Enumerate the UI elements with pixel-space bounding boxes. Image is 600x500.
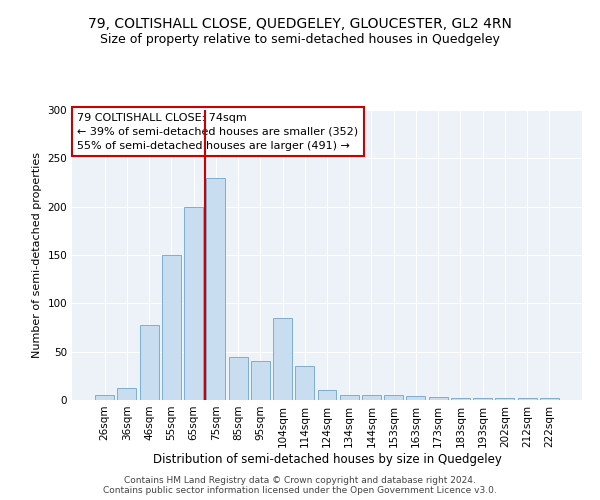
- Bar: [429, 397, 448, 400]
- Bar: [95, 395, 114, 400]
- Bar: [540, 398, 559, 400]
- Bar: [273, 318, 292, 400]
- X-axis label: Distribution of semi-detached houses by size in Quedgeley: Distribution of semi-detached houses by …: [152, 452, 502, 466]
- Bar: [362, 395, 381, 400]
- Bar: [518, 398, 536, 400]
- Bar: [340, 395, 359, 400]
- Bar: [206, 178, 225, 400]
- Bar: [162, 255, 181, 400]
- Bar: [295, 366, 314, 400]
- Bar: [317, 390, 337, 400]
- Bar: [184, 206, 203, 400]
- Bar: [496, 398, 514, 400]
- Bar: [384, 395, 403, 400]
- Bar: [229, 356, 248, 400]
- Bar: [451, 398, 470, 400]
- Bar: [473, 398, 492, 400]
- Text: Contains HM Land Registry data © Crown copyright and database right 2024.: Contains HM Land Registry data © Crown c…: [124, 476, 476, 485]
- Text: 79, COLTISHALL CLOSE, QUEDGELEY, GLOUCESTER, GL2 4RN: 79, COLTISHALL CLOSE, QUEDGELEY, GLOUCES…: [88, 18, 512, 32]
- Bar: [251, 362, 270, 400]
- Bar: [140, 324, 158, 400]
- Bar: [406, 396, 425, 400]
- Text: 79 COLTISHALL CLOSE: 74sqm
← 39% of semi-detached houses are smaller (352)
55% o: 79 COLTISHALL CLOSE: 74sqm ← 39% of semi…: [77, 113, 358, 151]
- Text: Size of property relative to semi-detached houses in Quedgeley: Size of property relative to semi-detach…: [100, 32, 500, 46]
- Text: Contains public sector information licensed under the Open Government Licence v3: Contains public sector information licen…: [103, 486, 497, 495]
- Y-axis label: Number of semi-detached properties: Number of semi-detached properties: [32, 152, 42, 358]
- Bar: [118, 388, 136, 400]
